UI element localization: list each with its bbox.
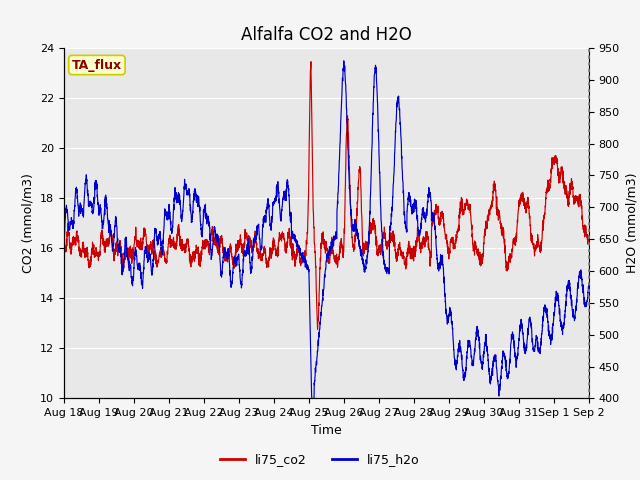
Y-axis label: H2O (mmol/m3): H2O (mmol/m3) — [625, 173, 638, 274]
Text: TA_flux: TA_flux — [72, 59, 122, 72]
Legend: li75_co2, li75_h2o: li75_co2, li75_h2o — [215, 448, 425, 471]
Y-axis label: CO2 (mmol/m3): CO2 (mmol/m3) — [22, 173, 35, 273]
X-axis label: Time: Time — [311, 424, 342, 437]
Title: Alfalfa CO2 and H2O: Alfalfa CO2 and H2O — [241, 25, 412, 44]
